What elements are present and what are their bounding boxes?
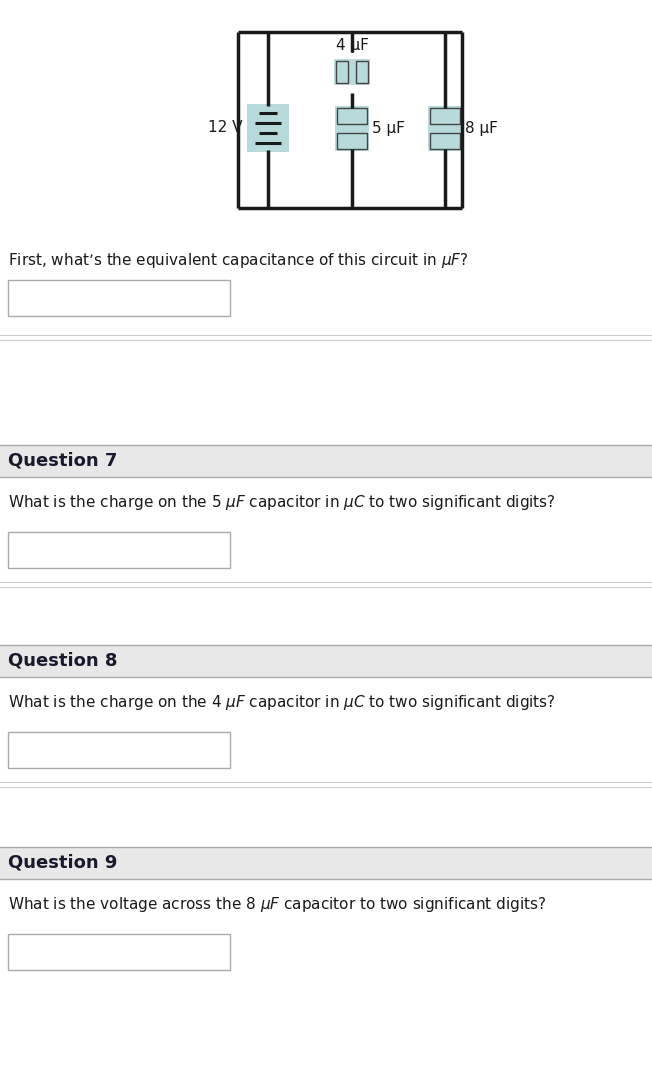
- Bar: [430, 108, 460, 123]
- Text: 4 μF: 4 μF: [336, 38, 368, 53]
- Text: Question 8: Question 8: [8, 652, 117, 670]
- Bar: [428, 106, 462, 150]
- Bar: [0, 645, 652, 677]
- Bar: [334, 59, 370, 85]
- Bar: [8, 532, 230, 568]
- Bar: [0, 847, 652, 879]
- Bar: [430, 133, 460, 148]
- Bar: [356, 60, 368, 83]
- Text: 5 μF: 5 μF: [372, 121, 405, 135]
- Bar: [8, 280, 230, 316]
- Bar: [247, 104, 289, 152]
- Bar: [337, 133, 367, 148]
- Text: 12 V: 12 V: [209, 121, 243, 135]
- Text: Question 9: Question 9: [8, 854, 117, 872]
- Text: 8 μF: 8 μF: [465, 121, 498, 135]
- Text: What is the charge on the 4 $\mu F$ capacitor in $\mu C$ to two significant digi: What is the charge on the 4 $\mu F$ capa…: [8, 692, 556, 712]
- Bar: [336, 60, 348, 83]
- Text: First, what’s the equivalent capacitance of this circuit in $\mu F$?: First, what’s the equivalent capacitance…: [8, 251, 469, 270]
- Bar: [8, 732, 230, 768]
- Bar: [0, 445, 652, 477]
- Bar: [337, 108, 367, 123]
- Bar: [335, 106, 369, 150]
- Text: What is the voltage across the 8 $\mu F$ capacitor to two significant digits?: What is the voltage across the 8 $\mu F$…: [8, 894, 546, 914]
- Text: Question 7: Question 7: [8, 453, 117, 470]
- Bar: [8, 934, 230, 970]
- Text: What is the charge on the 5 $\mu F$ capacitor in $\mu C$ to two significant digi: What is the charge on the 5 $\mu F$ capa…: [8, 492, 556, 512]
